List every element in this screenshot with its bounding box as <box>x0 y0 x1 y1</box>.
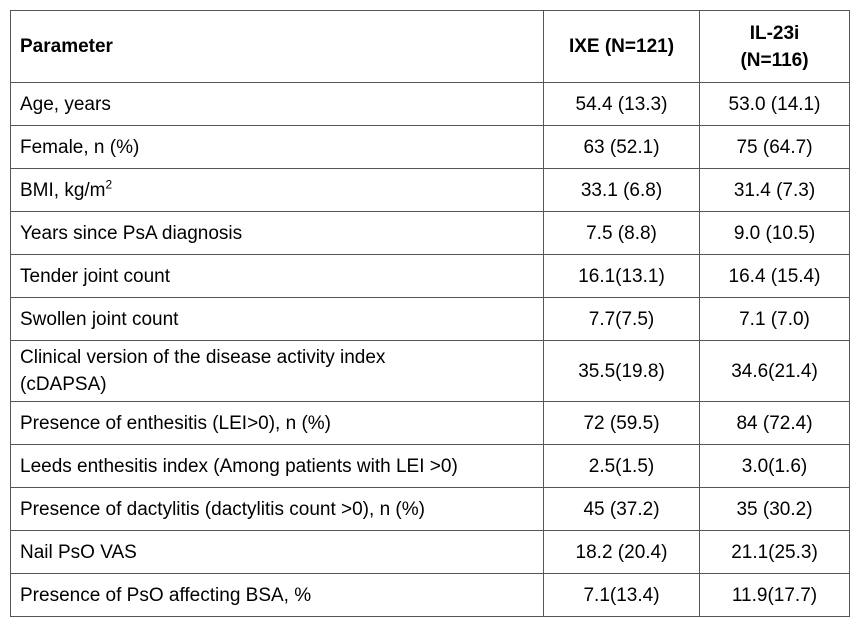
table-row: Leeds enthesitis index (Among patients w… <box>10 444 850 488</box>
row-label: Leeds enthesitis index (Among patients w… <box>10 444 544 488</box>
table-row: Presence of enthesitis (LEI>0), n (%) 72… <box>10 401 850 445</box>
table-row: Swollen joint count 7.7(7.5) 7.1 (7.0) <box>10 297 850 341</box>
il23i-value: 9.0 (10.5) <box>699 211 850 255</box>
row-label: Tender joint count <box>10 254 544 298</box>
ixe-value: 7.7(7.5) <box>543 297 700 341</box>
ixe-value: 16.1(13.1) <box>543 254 700 298</box>
row-label: Presence of enthesitis (LEI>0), n (%) <box>10 401 544 445</box>
ixe-value: 35.5(19.8) <box>543 340 700 402</box>
il23i-value: 84 (72.4) <box>699 401 850 445</box>
baseline-characteristics-table: Parameter IXE (N=121) IL-23i (N=116) Age… <box>10 10 850 617</box>
row-label: Swollen joint count <box>10 297 544 341</box>
il23i-value: 3.0(1.6) <box>699 444 850 488</box>
row-label: Age, years <box>10 82 544 126</box>
row-label: BMI, kg/m2 <box>10 168 544 212</box>
header-parameter: Parameter <box>10 10 544 83</box>
il23i-value: 16.4 (15.4) <box>699 254 850 298</box>
table-row: Years since PsA diagnosis 7.5 (8.8) 9.0 … <box>10 211 850 255</box>
ixe-value: 18.2 (20.4) <box>543 530 700 574</box>
il23i-value: 34.6(21.4) <box>699 340 850 402</box>
row-label: Years since PsA diagnosis <box>10 211 544 255</box>
row-label-superscript: 2 <box>105 177 113 192</box>
row-label: Nail PsO VAS <box>10 530 544 574</box>
il23i-value: 31.4 (7.3) <box>699 168 850 212</box>
il23i-value: 35 (30.2) <box>699 487 850 531</box>
header-il23i: IL-23i (N=116) <box>699 10 850 83</box>
il23i-value: 53.0 (14.1) <box>699 82 850 126</box>
row-label-line1: Clinical version of the disease activity… <box>20 347 386 368</box>
table-row: Nail PsO VAS 18.2 (20.4) 21.1(25.3) <box>10 530 850 574</box>
row-label-text: BMI, kg/m <box>20 179 106 201</box>
row-label: Clinical version of the disease activity… <box>10 340 544 402</box>
table-row: BMI, kg/m2 33.1 (6.8) 31.4 (7.3) <box>10 168 850 212</box>
header-row: Parameter IXE (N=121) IL-23i (N=116) <box>10 10 850 83</box>
ixe-value: 45 (37.2) <box>543 487 700 531</box>
ixe-value: 7.5 (8.8) <box>543 211 700 255</box>
header-il23i-line1: IL-23i <box>749 22 800 44</box>
table-row: Presence of PsO affecting BSA, % 7.1(13.… <box>10 573 850 617</box>
row-label: Presence of dactylitis (dactylitis count… <box>10 487 544 531</box>
ixe-value: 2.5(1.5) <box>543 444 700 488</box>
table-row: Tender joint count 16.1(13.1) 16.4 (15.4… <box>10 254 850 298</box>
ixe-value: 33.1 (6.8) <box>543 168 700 212</box>
il23i-value: 75 (64.7) <box>699 125 850 169</box>
row-label: Presence of PsO affecting BSA, % <box>10 573 544 617</box>
ixe-value: 54.4 (13.3) <box>543 82 700 126</box>
ixe-value: 63 (52.1) <box>543 125 700 169</box>
table-row: Female, n (%) 63 (52.1) 75 (64.7) <box>10 125 850 169</box>
header-il23i-line2: (N=116) <box>740 49 809 71</box>
il23i-value: 21.1(25.3) <box>699 530 850 574</box>
header-ixe: IXE (N=121) <box>543 10 700 83</box>
table-row: Age, years 54.4 (13.3) 53.0 (14.1) <box>10 82 850 126</box>
il23i-value: 7.1 (7.0) <box>699 297 850 341</box>
ixe-value: 72 (59.5) <box>543 401 700 445</box>
il23i-value: 11.9(17.7) <box>699 573 850 617</box>
row-label-line2: (cDAPSA) <box>20 374 107 395</box>
table-row: Clinical version of the disease activity… <box>10 340 850 402</box>
row-label: Female, n (%) <box>10 125 544 169</box>
table-row: Presence of dactylitis (dactylitis count… <box>10 487 850 531</box>
ixe-value: 7.1(13.4) <box>543 573 700 617</box>
